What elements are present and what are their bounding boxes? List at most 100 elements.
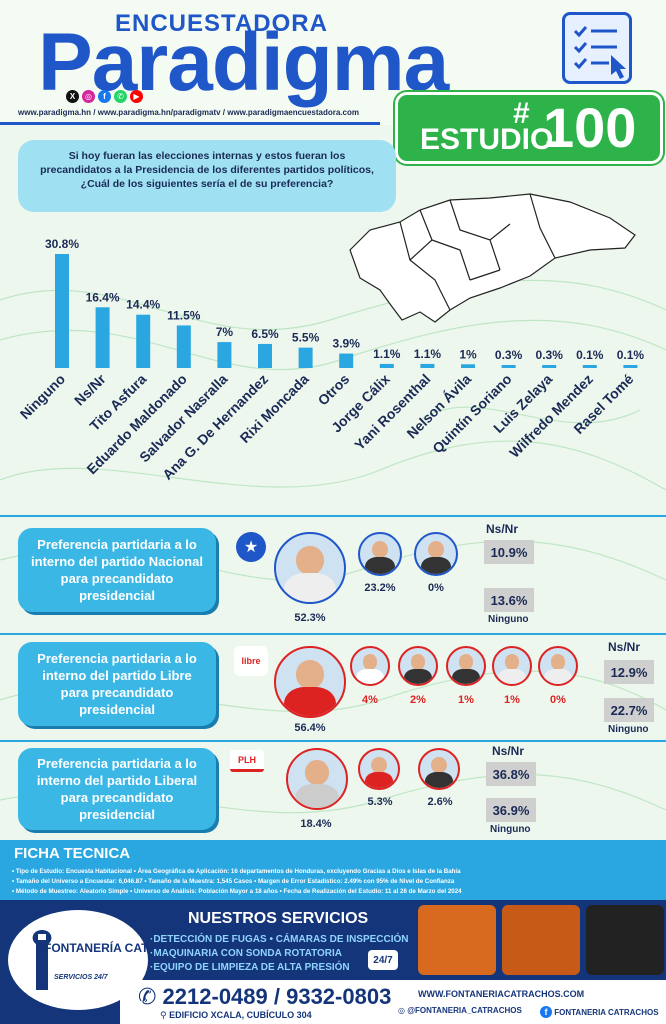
libre-ninguno-label: Ninguno <box>608 724 649 735</box>
category-label: Ns/Nr <box>71 370 109 408</box>
whatsapp-icon[interactable]: ✆ <box>114 90 127 103</box>
nacional-ninguno-value: 13.6% <box>484 588 534 612</box>
bar-value-label: 14.4% <box>126 298 160 312</box>
availability-badge: 24/7 <box>368 950 398 970</box>
equipment-image-1 <box>418 905 496 975</box>
bar-value-label: 0.1% <box>576 348 604 362</box>
brand-logo: Paradigma <box>38 17 449 108</box>
bar-2 <box>136 314 151 368</box>
nacional-nsnr-value: 10.9% <box>484 540 534 564</box>
bar-value-label: 1% <box>459 347 477 361</box>
study-badge: ESTUDIO # 100 <box>395 92 663 164</box>
bar-9 <box>420 363 435 368</box>
survey-question: Si hoy fueran las elecciones internas y … <box>18 140 396 212</box>
bar-10 <box>461 364 475 368</box>
liberal-main-pct: 18.4% <box>300 818 332 830</box>
nacional-ninguno-label: Ninguno <box>488 614 529 625</box>
bar-4 <box>217 342 232 368</box>
youtube-icon[interactable]: ▶ <box>130 90 143 103</box>
libre-candidate-photo-3 <box>398 646 438 686</box>
service-item: ·EQUIPO DE LIMPIEZA DE ALTA PRESIÓN <box>150 962 350 973</box>
liberal-candidate-photo-main <box>286 748 348 810</box>
facebook-icon[interactable]: f <box>98 90 111 103</box>
social-icons: X ◎ f ✆ ▶ <box>66 90 143 103</box>
technical-sheet-line-2: • Tamaño del Universo a Encuestar: 6,046… <box>12 878 455 885</box>
ad-brand-name: FONTANERÍA CATRACHOS <box>44 941 201 955</box>
bar-value-label: 0.3% <box>536 348 564 362</box>
libre-pct-3: 2% <box>410 694 426 706</box>
bar-6 <box>298 347 313 368</box>
liberal-candidate-photo-2 <box>358 748 400 790</box>
bar-value-label: 0.3% <box>495 348 523 362</box>
libre-pct-6: 0% <box>550 694 566 706</box>
libre-candidate-photo-4 <box>446 646 486 686</box>
instagram-icon[interactable]: ◎ <box>82 90 95 103</box>
libre-nsnr-value: 12.9% <box>604 660 654 684</box>
services-title: NUESTROS SERVICIOS <box>188 910 369 927</box>
bar-11 <box>501 365 516 368</box>
nacional-pct-3: 0% <box>428 582 444 594</box>
service-item: ·DETECCIÓN DE FUGAS • CÁMARAS DE INSPECC… <box>150 934 409 945</box>
bar-value-label: 16.4% <box>86 290 120 304</box>
x-icon[interactable]: X <box>66 90 79 103</box>
libre-candidate-photo-2 <box>350 646 390 686</box>
liberal-ninguno-value: 36.9% <box>486 798 536 822</box>
ad-website[interactable]: WWW.FONTANERIACATRACHOS.COM <box>418 989 585 999</box>
libre-main-pct: 56.4% <box>294 722 326 734</box>
liberal-ninguno-label: Ninguno <box>490 824 531 835</box>
section-divider <box>0 515 666 517</box>
liberal-pct-2: 5.3% <box>367 796 393 808</box>
nacional-pct-2: 23.2% <box>364 582 396 594</box>
libre-candidate-photo-main <box>274 646 346 718</box>
bar-value-label: 0.1% <box>617 348 645 362</box>
divider <box>0 122 380 125</box>
study-hash: # <box>513 97 530 130</box>
libre-ninguno-value: 22.7% <box>604 698 654 722</box>
technical-sheet-line-1: • Tipo de Estudio: Encuesta Habitacional… <box>12 868 461 875</box>
service-item: ·MAQUINARIA CON SONDA ROTATORIA <box>150 948 343 959</box>
study-number: 100 <box>543 96 637 159</box>
ad-address: ⚲ EDIFICIO XCALA, CUBÍCULO 304 <box>160 1010 312 1020</box>
libre-title: Preferencia partidaria a lo interno del … <box>18 642 216 726</box>
ad-brand-sub: SERVICIOS 24/7 <box>54 974 108 981</box>
bar-value-label: 5.5% <box>292 331 320 345</box>
bar-5 <box>258 343 272 368</box>
category-label: Ninguno <box>17 371 68 422</box>
bar-value-label: 30.8% <box>45 237 79 251</box>
libre-candidate-photo-6 <box>538 646 578 686</box>
liberal-nsnr-value: 36.8% <box>486 762 536 786</box>
partido-libre-logo: libre <box>234 646 268 676</box>
nacional-candidate-photo-main <box>274 532 346 604</box>
liberal-nsnr-label: Ns/Nr <box>492 744 525 758</box>
brand-small: ENCUESTADORA <box>115 10 328 37</box>
bar-12 <box>542 365 557 368</box>
nacional-candidate-photo-2 <box>358 532 402 576</box>
ad-instagram[interactable]: ◎ @FONTANERIA_CATRACHOS <box>398 1006 522 1015</box>
libre-pct-2: 4% <box>362 694 378 706</box>
bar-3 <box>176 325 191 368</box>
section-divider <box>0 633 666 635</box>
checklist-icon <box>562 12 632 84</box>
partido-nacional-logo: ★ <box>236 532 266 562</box>
libre-pct-4: 1% <box>458 694 474 706</box>
libre-pct-5: 1% <box>504 694 520 706</box>
bar-value-label: 3.9% <box>333 337 361 351</box>
website-urls: www.paradigma.hn / www.paradigma.hn/para… <box>18 108 359 117</box>
technical-sheet-title: FICHA TECNICA <box>14 845 131 862</box>
category-label: Otros <box>315 371 353 409</box>
ad-phone-number: 2212-0489 / 9332-0803 <box>162 984 392 1009</box>
bar-7 <box>339 353 354 368</box>
equipment-image-2 <box>502 905 580 975</box>
partido-liberal-logo: PLH <box>230 750 264 772</box>
nacional-title: Preferencia partidaria a lo interno del … <box>18 528 216 612</box>
wrench-icon <box>32 930 52 990</box>
facebook-icon: f <box>540 1006 552 1018</box>
ad-phone[interactable]: ✆ 2212-0489 / 9332-0803 <box>138 984 392 1009</box>
technical-sheet: FICHA TECNICA • Tipo de Estudio: Encuest… <box>0 840 666 900</box>
ad-instagram-handle: @FONTANERIA_CATRACHOS <box>407 1006 522 1015</box>
ad-facebook[interactable]: f FONTANERIA CATRACHOS <box>540 1006 659 1018</box>
bar-14 <box>623 365 638 368</box>
bar-13 <box>582 365 597 368</box>
bar-value-label: 1.1% <box>414 347 442 361</box>
